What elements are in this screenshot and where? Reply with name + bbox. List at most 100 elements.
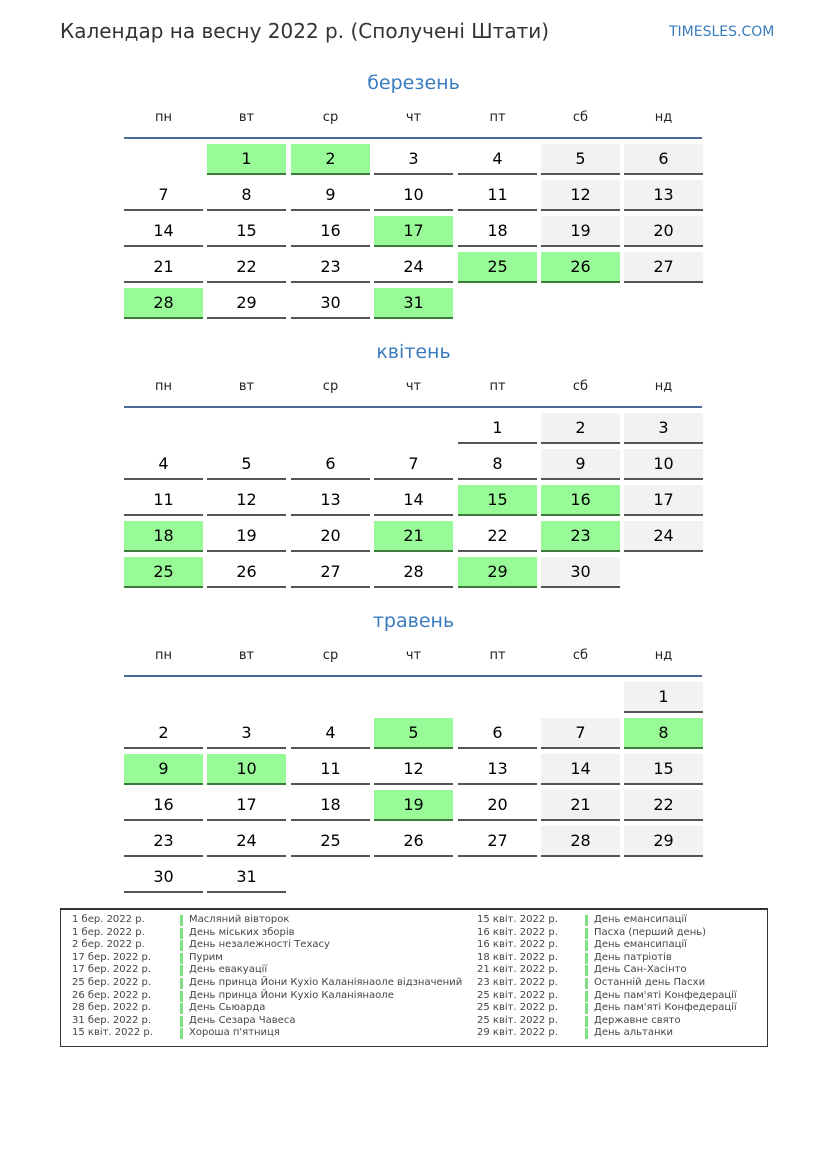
day-cell[interactable]: 22	[207, 252, 286, 283]
day-cell[interactable]: 1	[207, 144, 286, 175]
day-cell[interactable]: 7	[124, 180, 203, 211]
day-cell[interactable]: 18	[291, 790, 370, 821]
day-cell[interactable]: 8	[207, 180, 286, 211]
weekday-header: вт	[238, 110, 255, 125]
day-cell[interactable]: 11	[124, 485, 203, 516]
day-cell[interactable]: 28	[541, 826, 620, 857]
day-cell[interactable]: 22	[624, 790, 703, 821]
day-cell[interactable]: 15	[207, 216, 286, 247]
day-cell[interactable]: 27	[291, 557, 370, 588]
holiday-name: День емансипації	[594, 914, 687, 925]
day-cell[interactable]: 24	[207, 826, 286, 857]
day-cell[interactable]: 16	[541, 485, 620, 516]
day-cell[interactable]: 23	[291, 252, 370, 283]
day-cell[interactable]: 16	[124, 790, 203, 821]
day-cell[interactable]: 26	[207, 557, 286, 588]
day-cell[interactable]: 25	[124, 557, 203, 588]
day-cell[interactable]: 4	[291, 718, 370, 749]
day-cell[interactable]: 12	[541, 180, 620, 211]
day-cell[interactable]: 11	[458, 180, 537, 211]
day-cell[interactable]: 14	[541, 754, 620, 785]
day-cell[interactable]: 26	[541, 252, 620, 283]
day-cell[interactable]: 30	[541, 557, 620, 588]
weekday-header: ср	[322, 648, 339, 663]
day-cell[interactable]: 2	[291, 144, 370, 175]
day-cell[interactable]: 1	[458, 413, 537, 444]
day-cell[interactable]: 12	[207, 485, 286, 516]
day-cell[interactable]: 5	[207, 449, 286, 480]
day-cell[interactable]: 21	[374, 521, 453, 552]
day-cell[interactable]: 23	[541, 521, 620, 552]
day-cell[interactable]: 17	[624, 485, 703, 516]
day-cell[interactable]: 4	[458, 144, 537, 175]
day-cell[interactable]: 10	[624, 449, 703, 480]
day-cell[interactable]: 22	[458, 521, 537, 552]
day-cell[interactable]: 20	[458, 790, 537, 821]
day-cell[interactable]: 17	[374, 216, 453, 247]
day-cell[interactable]: 9	[541, 449, 620, 480]
day-cell[interactable]: 29	[207, 288, 286, 319]
day-cell[interactable]: 29	[458, 557, 537, 588]
day-cell[interactable]: 21	[541, 790, 620, 821]
day-cell[interactable]: 9	[291, 180, 370, 211]
day-cell[interactable]: 19	[374, 790, 453, 821]
day-cell[interactable]: 13	[458, 754, 537, 785]
day-cell[interactable]: 7	[374, 449, 453, 480]
day-cell[interactable]: 4	[124, 449, 203, 480]
holiday-marker	[585, 952, 588, 964]
brand-link[interactable]: TIMESLES.COM	[669, 24, 775, 40]
day-cell[interactable]: 5	[541, 144, 620, 175]
day-cell[interactable]: 27	[624, 252, 703, 283]
day-cell[interactable]: 13	[291, 485, 370, 516]
day-cell[interactable]: 8	[458, 449, 537, 480]
day-cell[interactable]: 25	[458, 252, 537, 283]
day-cell[interactable]: 29	[624, 826, 703, 857]
day-cell[interactable]: 2	[124, 718, 203, 749]
day-cell[interactable]: 12	[374, 754, 453, 785]
day-cell[interactable]: 24	[624, 521, 703, 552]
day-cell[interactable]: 11	[291, 754, 370, 785]
holiday-marker	[180, 915, 183, 926]
day-cell[interactable]: 21	[124, 252, 203, 283]
holiday-name: День принца Йони Кухіо Каланіянаоле відз…	[189, 977, 463, 988]
day-cell[interactable]: 17	[207, 790, 286, 821]
day-cell[interactable]: 18	[458, 216, 537, 247]
day-cell[interactable]: 9	[124, 754, 203, 785]
day-cell[interactable]: 15	[458, 485, 537, 516]
day-cell[interactable]: 20	[624, 216, 703, 247]
day-cell[interactable]: 28	[374, 557, 453, 588]
day-cell[interactable]: 24	[374, 252, 453, 283]
day-cell[interactable]: 10	[207, 754, 286, 785]
day-cell[interactable]: 6	[624, 144, 703, 175]
day-cell[interactable]: 3	[374, 144, 453, 175]
day-cell[interactable]: 19	[207, 521, 286, 552]
day-cell[interactable]: 1	[624, 682, 703, 713]
day-cell[interactable]: 19	[541, 216, 620, 247]
day-cell[interactable]: 6	[458, 718, 537, 749]
day-cell[interactable]: 25	[291, 826, 370, 857]
day-cell[interactable]: 31	[207, 862, 286, 893]
day-cell[interactable]: 6	[291, 449, 370, 480]
day-cell[interactable]: 2	[541, 413, 620, 444]
day-cell[interactable]: 16	[291, 216, 370, 247]
day-cell[interactable]: 5	[374, 718, 453, 749]
weekday-header: пт	[489, 379, 506, 394]
day-cell[interactable]: 7	[541, 718, 620, 749]
day-cell[interactable]: 13	[624, 180, 703, 211]
day-cell[interactable]: 14	[124, 216, 203, 247]
day-cell[interactable]: 30	[291, 288, 370, 319]
day-cell[interactable]: 28	[124, 288, 203, 319]
day-cell[interactable]: 15	[624, 754, 703, 785]
day-cell[interactable]: 3	[207, 718, 286, 749]
day-cell[interactable]: 23	[124, 826, 203, 857]
day-cell[interactable]: 3	[624, 413, 703, 444]
day-cell[interactable]: 14	[374, 485, 453, 516]
day-cell[interactable]: 26	[374, 826, 453, 857]
day-cell[interactable]: 8	[624, 718, 703, 749]
day-cell[interactable]: 10	[374, 180, 453, 211]
day-cell[interactable]: 27	[458, 826, 537, 857]
day-cell[interactable]: 20	[291, 521, 370, 552]
day-cell[interactable]: 18	[124, 521, 203, 552]
day-cell[interactable]: 30	[124, 862, 203, 893]
day-cell[interactable]: 31	[374, 288, 453, 319]
